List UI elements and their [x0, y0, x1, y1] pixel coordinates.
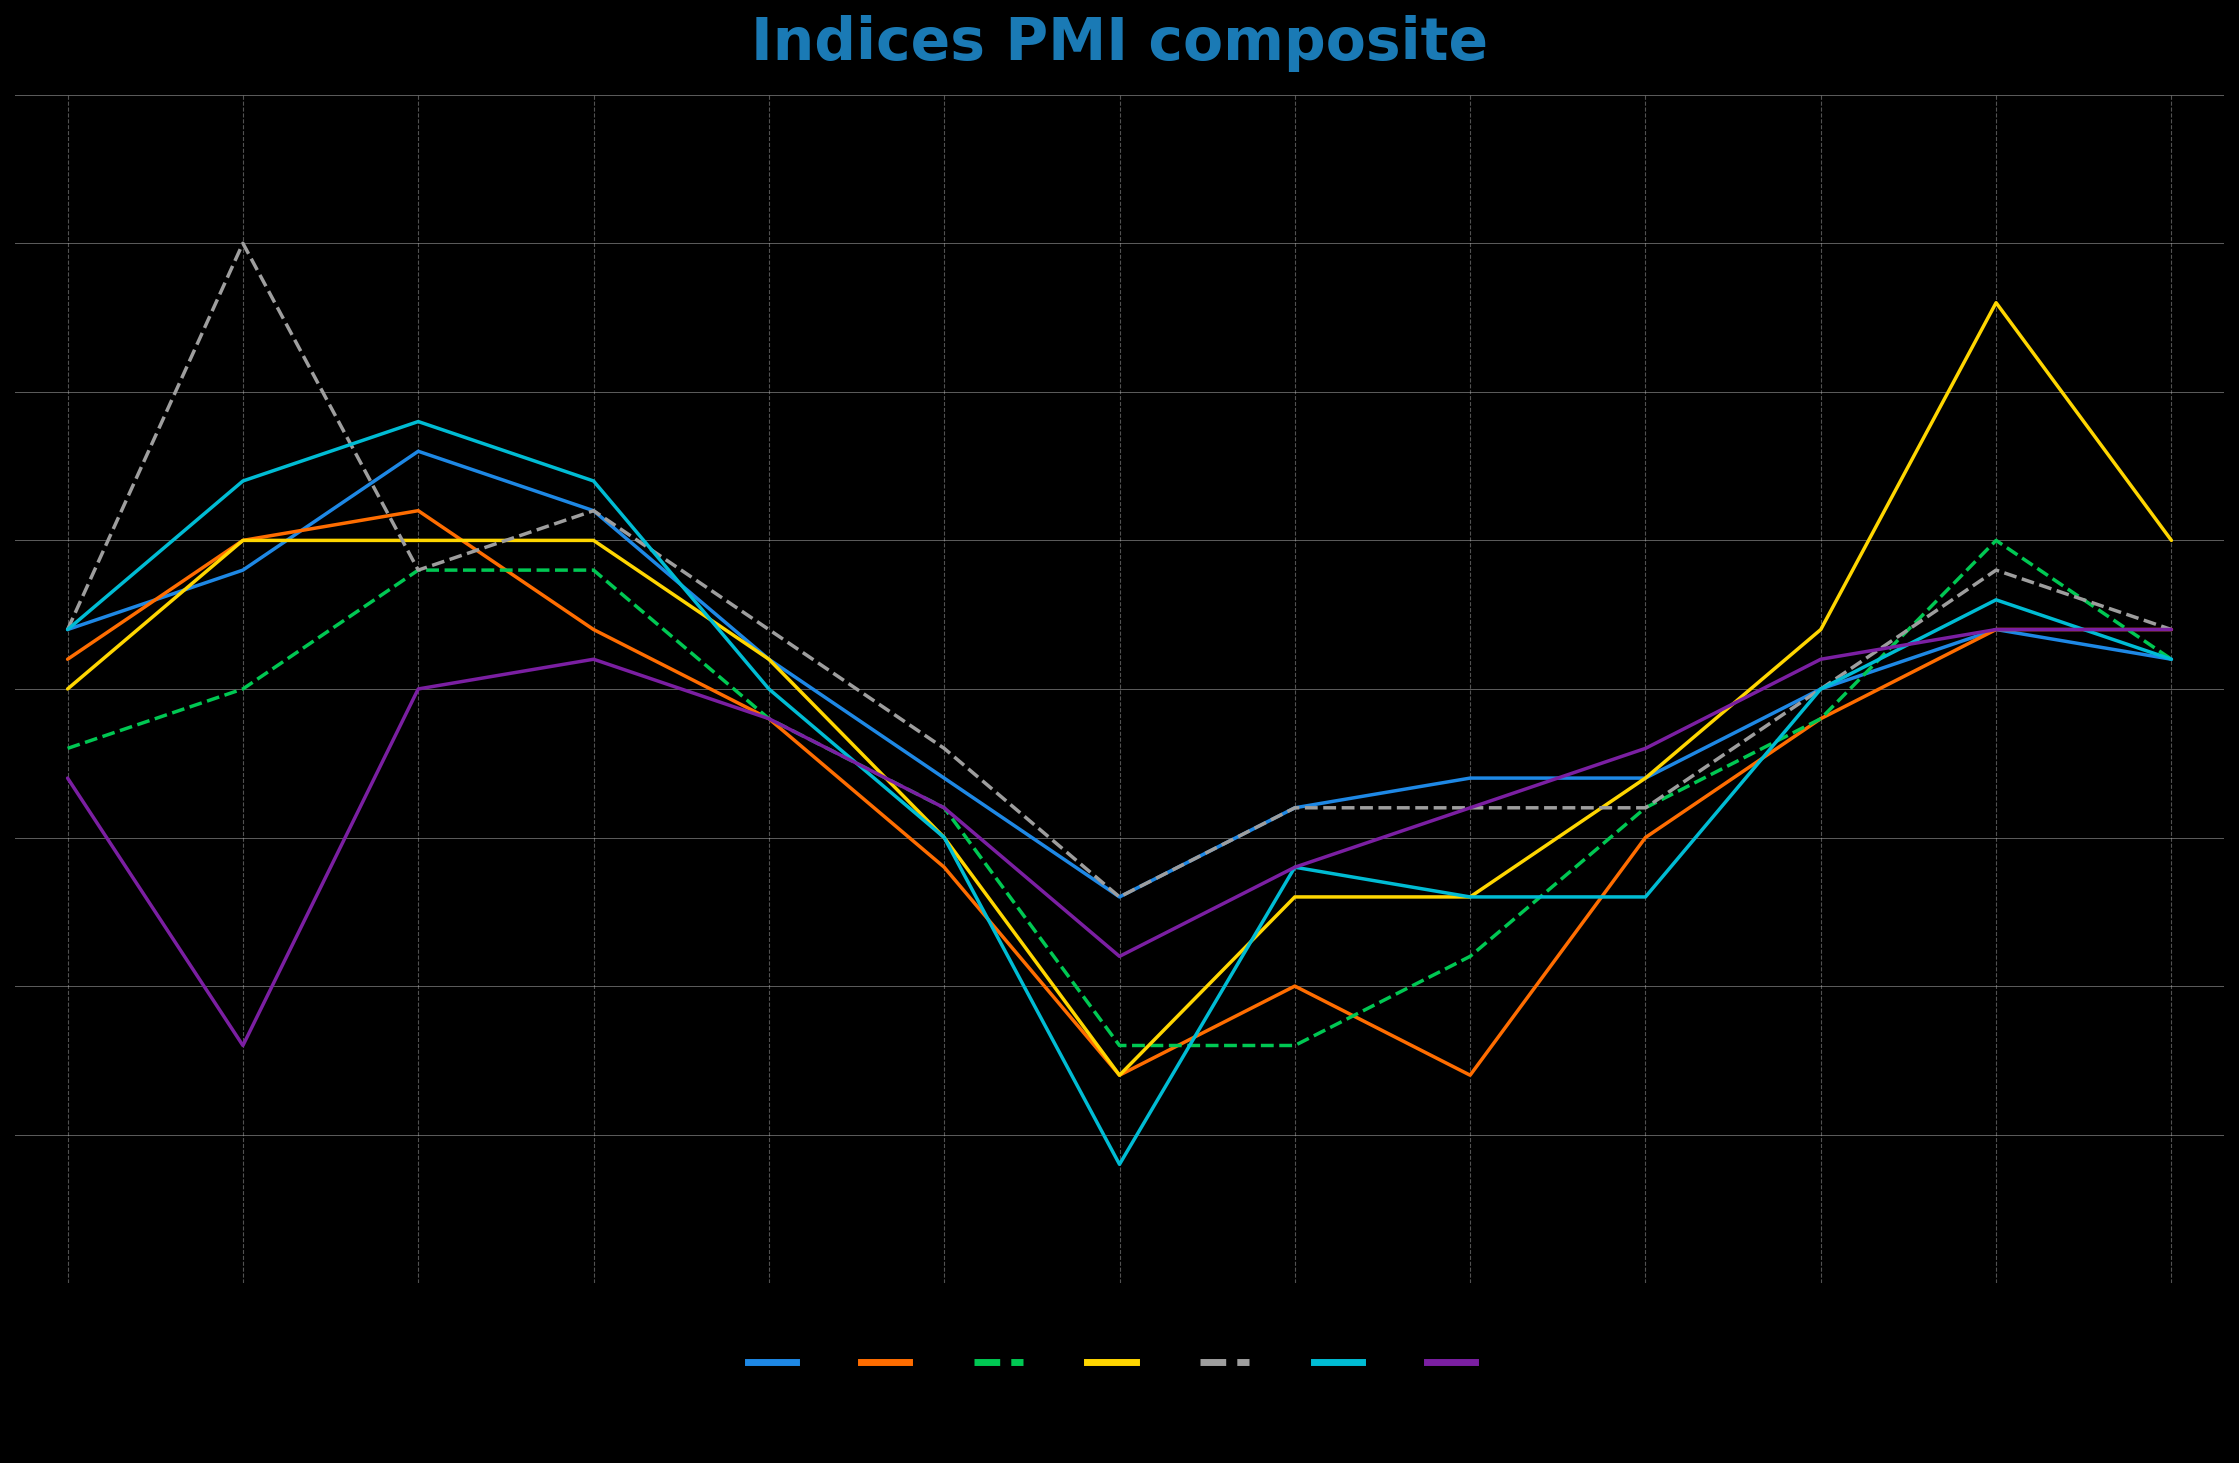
Legend:  ,  ,  ,  ,  ,  ,  : , , , , , ,	[739, 1346, 1500, 1381]
Title: Indices PMI composite: Indices PMI composite	[750, 15, 1489, 72]
